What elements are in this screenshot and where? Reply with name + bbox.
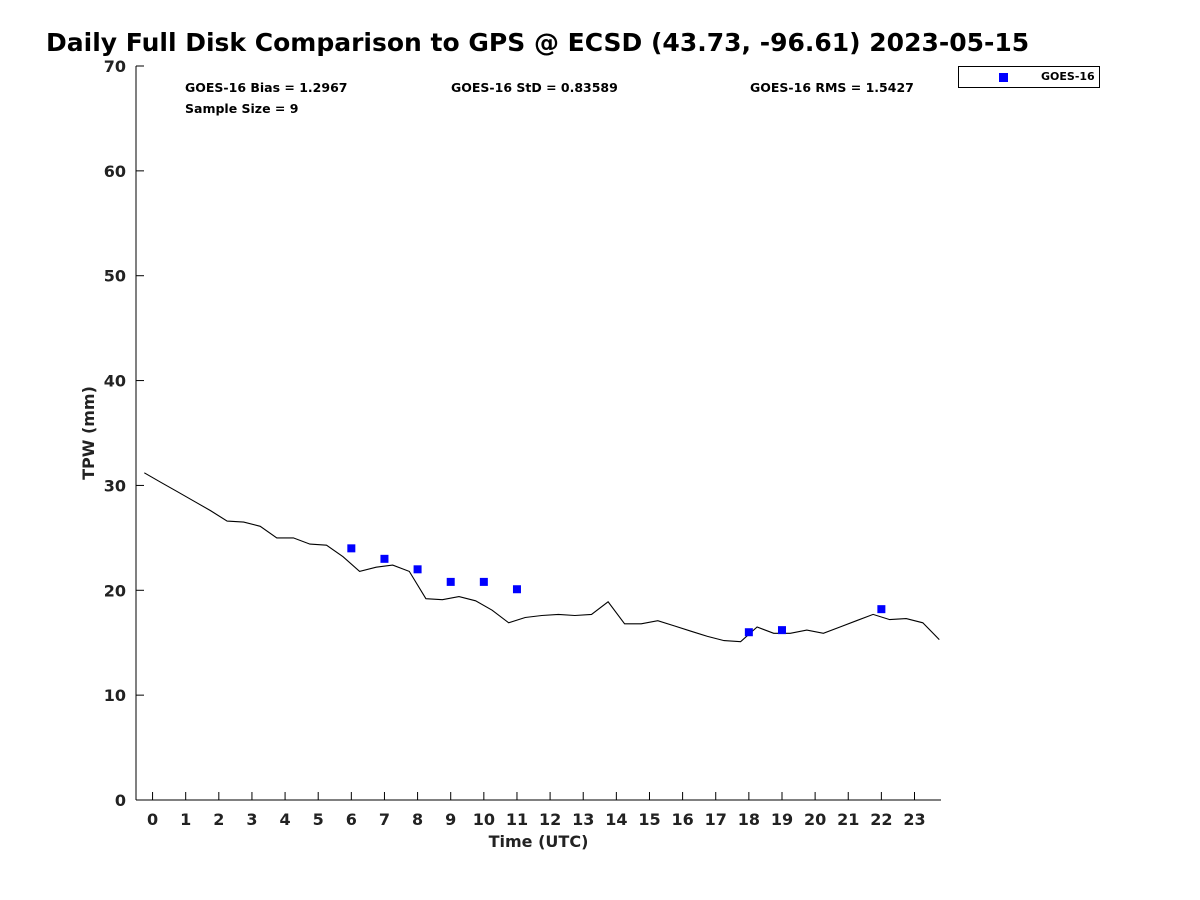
y-axis-label: TPW (mm) <box>79 386 98 480</box>
legend-label-goes16: GOES-16 <box>1041 70 1095 83</box>
x-tick-label: 12 <box>539 810 561 829</box>
x-tick-label: 7 <box>379 810 390 829</box>
x-tick-label: 23 <box>903 810 925 829</box>
rms-stat: GOES-16 RMS = 1.5427 <box>750 80 914 95</box>
legend: GOES-16 <box>958 66 1100 88</box>
goes16-point <box>777 626 786 635</box>
x-tick-label: 13 <box>572 810 594 829</box>
legend-swatch-goes16 <box>999 73 1008 82</box>
x-tick-label: 11 <box>506 810 528 829</box>
x-tick-label: 1 <box>180 810 191 829</box>
x-tick-label: 16 <box>671 810 693 829</box>
x-tick-label: 2 <box>213 810 224 829</box>
x-tick-label: 5 <box>313 810 324 829</box>
x-axis-label: Time (UTC) <box>489 832 589 851</box>
x-tick-label: 21 <box>837 810 859 829</box>
x-tick-label: 8 <box>412 810 423 829</box>
goes16-point <box>744 628 753 637</box>
x-tick-label: 10 <box>473 810 495 829</box>
x-tick-label: 15 <box>638 810 660 829</box>
goes16-point <box>446 577 455 586</box>
x-tick-label: 17 <box>705 810 727 829</box>
gps-line <box>144 472 940 643</box>
sample-size-stat: Sample Size = 9 <box>185 101 299 116</box>
y-tick-label: 30 <box>104 476 126 495</box>
y-tick-label: 10 <box>104 686 126 705</box>
x-tick-label: 14 <box>605 810 627 829</box>
goes16-point <box>347 544 356 553</box>
x-tick-label: 20 <box>804 810 826 829</box>
goes16-point <box>877 605 886 614</box>
x-tick-label: 0 <box>147 810 158 829</box>
bias-stat: GOES-16 Bias = 1.2967 <box>185 80 348 95</box>
x-tick-label: 4 <box>280 810 291 829</box>
y-tick-label: 70 <box>104 57 126 76</box>
y-tick-label: 20 <box>104 581 126 600</box>
goes16-point <box>413 565 422 574</box>
y-tick-label: 50 <box>104 267 126 286</box>
x-tick-label: 6 <box>346 810 357 829</box>
goes16-point <box>380 554 389 563</box>
x-tick-label: 19 <box>771 810 793 829</box>
goes16-point <box>512 585 521 594</box>
goes16-point <box>479 577 488 586</box>
std-stat: GOES-16 StD = 0.83589 <box>451 80 618 95</box>
y-tick-label: 60 <box>104 162 126 181</box>
x-tick-label: 9 <box>445 810 456 829</box>
x-tick-label: 18 <box>738 810 760 829</box>
y-tick-label: 0 <box>115 791 126 810</box>
chart-title: Daily Full Disk Comparison to GPS @ ECSD… <box>46 28 1030 57</box>
y-tick-label: 40 <box>104 372 126 391</box>
x-tick-label: 22 <box>870 810 892 829</box>
x-tick-label: 3 <box>246 810 257 829</box>
